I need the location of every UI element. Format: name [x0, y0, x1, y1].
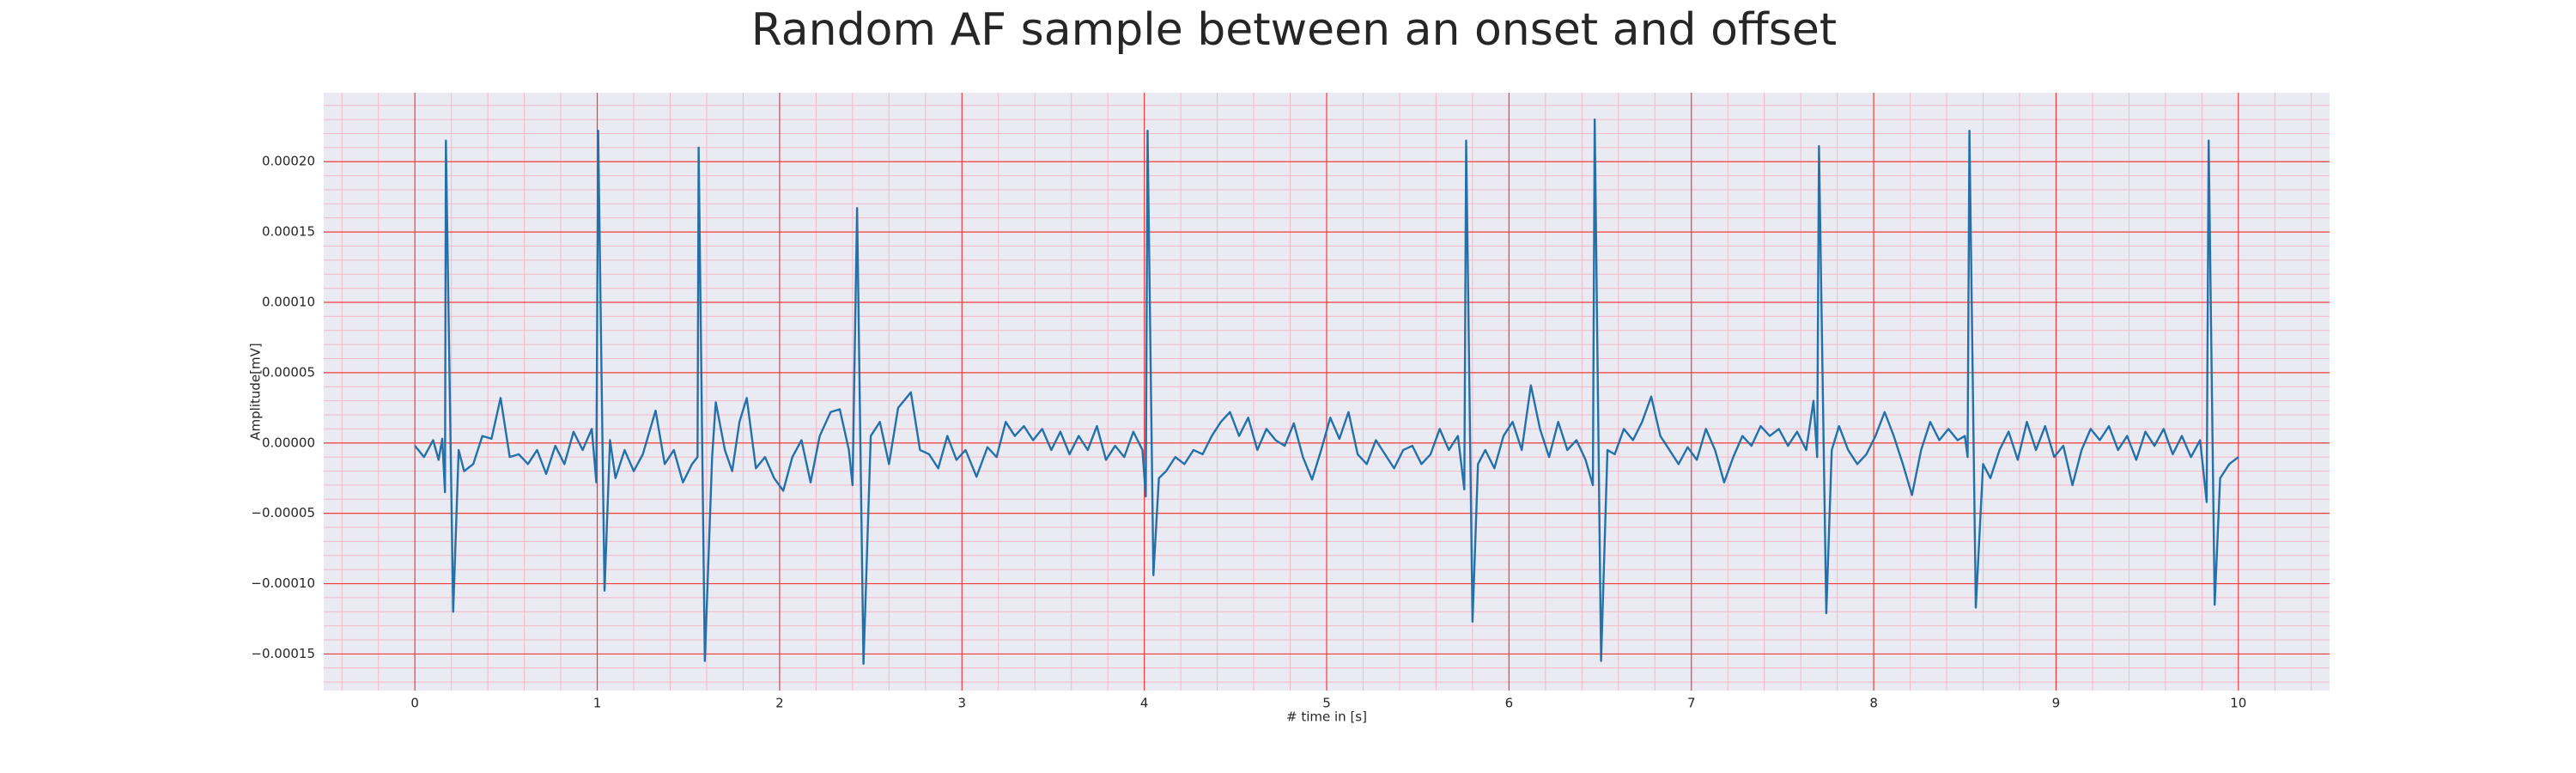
- y-tick-label: −0.00005: [251, 505, 315, 520]
- x-tick-label: 3: [957, 696, 966, 711]
- y-tick-label: 0.00010: [262, 295, 315, 310]
- signal-line: [414, 118, 2239, 666]
- data-layer: [414, 118, 2239, 666]
- y-axis-label: Amplitude[mV]: [248, 343, 264, 440]
- major-grid: [324, 93, 2330, 691]
- x-tick-label: 0: [410, 696, 419, 711]
- x-tick-label: 6: [1505, 696, 1514, 711]
- x-axis-label: # time in [s]: [1286, 709, 1367, 725]
- x-tick-label: 4: [1140, 696, 1149, 711]
- x-tick-label: 1: [593, 696, 602, 711]
- y-tick-label: 0.00020: [262, 154, 315, 169]
- x-tick-label: 10: [2230, 696, 2246, 711]
- chart-title: Random AF sample between an onset and of…: [751, 4, 1837, 56]
- y-tick-label: 0.00000: [262, 435, 315, 450]
- x-tick-label: 7: [1687, 696, 1696, 711]
- y-tick-label: 0.00015: [262, 224, 315, 240]
- y-tick-label: −0.00010: [251, 575, 315, 591]
- x-tick-label: 9: [2052, 696, 2061, 711]
- x-tick-label: 8: [1869, 696, 1878, 711]
- x-tick-label: 2: [775, 696, 784, 711]
- y-tick-label: −0.00015: [251, 646, 315, 661]
- y-tick-label: 0.00005: [262, 364, 315, 380]
- x-tick-label: 5: [1322, 696, 1331, 711]
